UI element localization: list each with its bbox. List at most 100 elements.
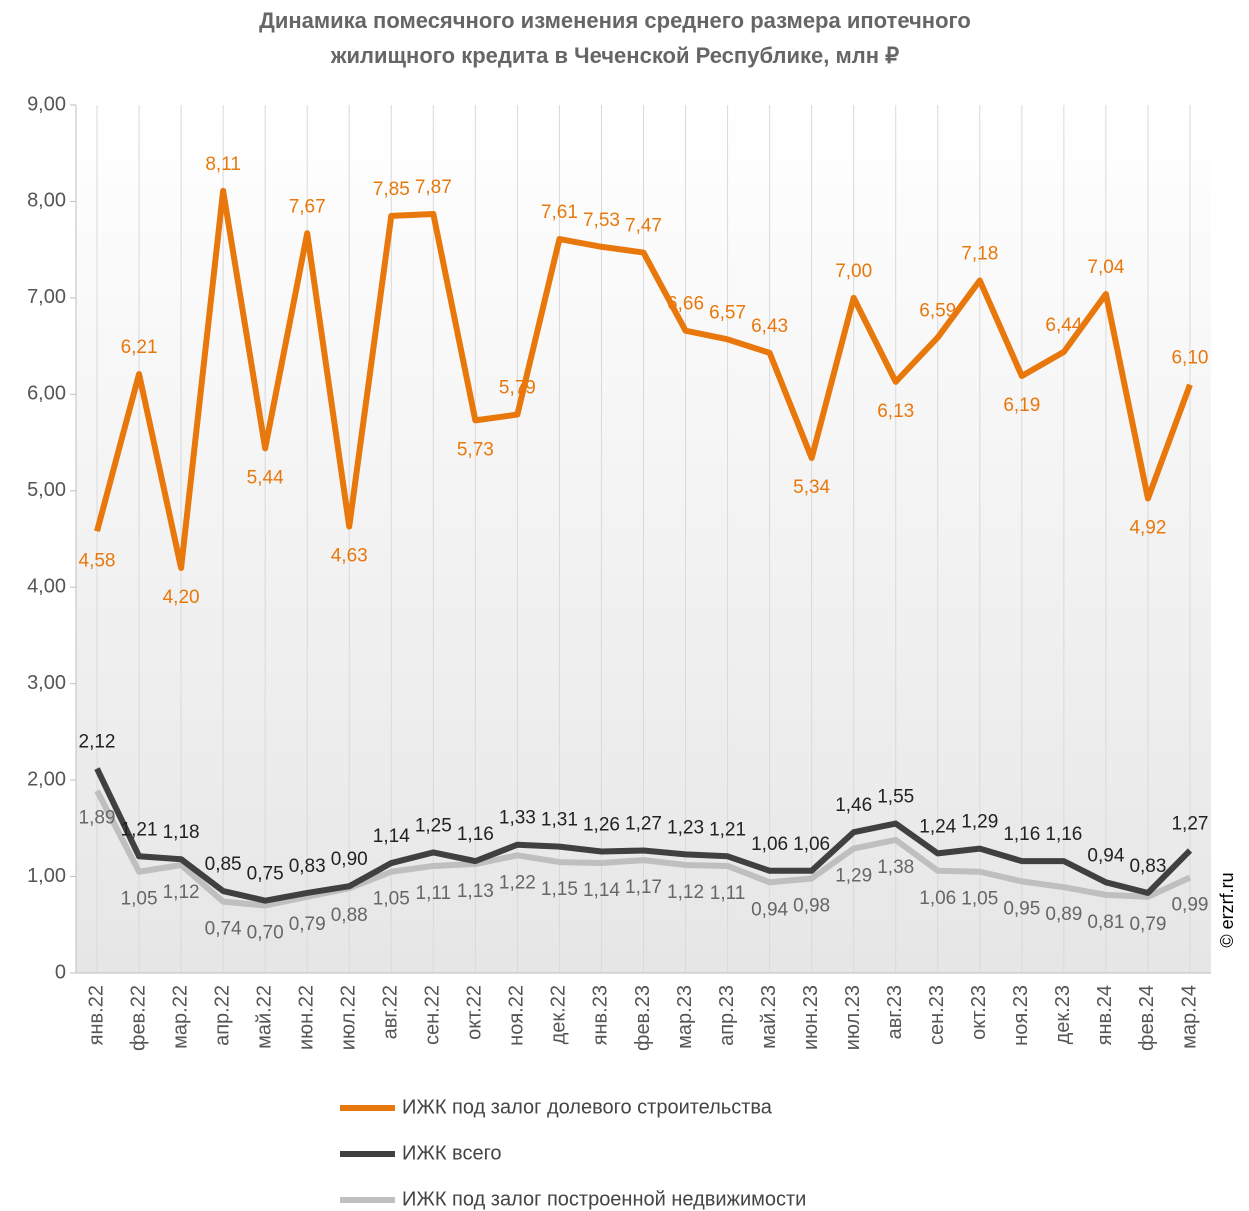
data-label: 0,94 (751, 899, 788, 920)
data-label: 1,27 (625, 814, 662, 835)
y-tick-label: 4,00 (27, 576, 66, 598)
x-tick-label: авг.22 (380, 985, 402, 1039)
data-label: 1,55 (877, 787, 914, 808)
x-tick-label: июл.22 (338, 985, 360, 1050)
x-tick-label: мар.23 (674, 985, 696, 1049)
data-label: 1,18 (163, 822, 200, 843)
y-tick-label: 7,00 (27, 286, 66, 308)
data-label: 1,29 (835, 866, 872, 887)
y-tick-label: 1,00 (27, 865, 66, 887)
x-tick-label: апр.22 (211, 985, 233, 1046)
y-tick-label: 2,00 (27, 768, 66, 790)
data-label: 1,06 (793, 834, 830, 855)
x-tick-label: янв.24 (1094, 985, 1116, 1045)
data-label: 4,20 (163, 587, 200, 608)
data-label: 1,33 (499, 808, 536, 829)
chart-title: жилищного кредита в Чеченской Республике… (330, 43, 899, 68)
legend-label: ИЖК под залог построенной недвижимости (402, 1188, 806, 1210)
data-label: 7,18 (961, 244, 998, 265)
x-tick-label: авг.23 (884, 985, 906, 1039)
data-label: 0,79 (289, 914, 326, 935)
data-label: 7,87 (415, 177, 452, 198)
data-label: 0,81 (1087, 912, 1124, 933)
data-label: 2,12 (79, 732, 116, 753)
data-label: 1,13 (457, 881, 494, 902)
data-label: 6,43 (751, 316, 788, 337)
x-tick-label: дек.23 (1052, 985, 1074, 1044)
series-line (94, 187, 1193, 571)
x-tick-label: ноя.22 (506, 985, 528, 1046)
x-tick-label: янв.23 (590, 985, 612, 1045)
x-tick-label: фев.24 (1136, 985, 1158, 1051)
y-tick-label: 9,00 (27, 93, 66, 115)
data-label: 1,06 (751, 834, 788, 855)
y-tick-label: 5,00 (27, 479, 66, 501)
data-label: 4,92 (1129, 518, 1166, 539)
x-tick-label: сен.22 (422, 985, 444, 1045)
data-label: 6,10 (1171, 348, 1208, 369)
x-tick-label: янв.22 (85, 985, 107, 1045)
data-label: 6,13 (877, 401, 914, 422)
x-tick-label: июл.23 (842, 985, 864, 1050)
data-label: 5,44 (247, 467, 284, 488)
data-label: 1,16 (457, 824, 494, 845)
data-label: 1,06 (919, 888, 956, 909)
data-label: 0,88 (331, 905, 368, 926)
x-tick-label: ноя.23 (1010, 985, 1032, 1046)
data-label: 1,17 (625, 877, 662, 898)
data-label: 1,38 (877, 857, 914, 878)
x-tick-label: июн.23 (800, 985, 822, 1050)
x-tick-label: май.22 (253, 985, 275, 1049)
data-label: 0,85 (205, 854, 242, 875)
data-label: 8,11 (205, 154, 241, 175)
data-label: 1,25 (415, 815, 452, 836)
y-tick-label: 8,00 (27, 190, 66, 212)
data-label: 1,15 (541, 879, 578, 900)
data-label: 0,83 (289, 856, 326, 877)
credit: © erzrf.ru (1217, 872, 1237, 947)
data-label: 7,04 (1087, 257, 1124, 278)
data-label: 1,16 (1003, 824, 1040, 845)
x-tick-label: май.23 (758, 985, 780, 1049)
data-label: 6,19 (1003, 395, 1040, 416)
x-tick-label: сен.23 (926, 985, 948, 1045)
data-label: 6,21 (121, 337, 158, 358)
y-tick-label: 6,00 (27, 383, 66, 405)
data-label: 1,26 (583, 814, 620, 835)
data-label: 0,90 (331, 849, 368, 870)
data-label: 0,74 (205, 919, 242, 940)
x-tick-label: дек.22 (548, 985, 570, 1044)
data-label: 4,58 (79, 550, 116, 571)
chart-title: Динамика помесячного изменения среднего … (259, 8, 971, 33)
x-tick-label: окт.22 (464, 985, 486, 1040)
data-label: 1,14 (583, 880, 620, 901)
data-label: 0,89 (1045, 904, 1082, 925)
data-label: 1,14 (373, 826, 410, 847)
legend-label: ИЖК всего (402, 1142, 502, 1164)
data-label: 4,63 (331, 545, 368, 566)
data-label: 1,29 (961, 812, 998, 833)
data-label: 0,99 (1171, 895, 1208, 916)
x-tick-label: мар.24 (1178, 985, 1200, 1049)
data-label: 1,12 (163, 882, 200, 903)
data-label: 7,67 (289, 196, 326, 217)
data-label: 7,85 (373, 179, 410, 200)
x-tick-label: мар.22 (169, 985, 191, 1049)
legend-label: ИЖК под залог долевого строительства (402, 1096, 773, 1118)
series-line (94, 767, 1193, 904)
data-label: 7,61 (541, 202, 578, 223)
data-label: 1,21 (709, 819, 746, 840)
data-label: 1,05 (121, 889, 158, 910)
x-tick-label: окт.23 (968, 985, 990, 1040)
data-label: 6,66 (667, 294, 704, 315)
data-label: 5,79 (499, 378, 536, 399)
series-line (94, 789, 1192, 909)
data-label: 6,44 (1045, 315, 1082, 336)
x-tick-label: фев.23 (632, 985, 654, 1051)
data-label: 1,21 (121, 819, 158, 840)
data-label: 0,79 (1129, 914, 1166, 935)
data-label: 0,94 (1087, 845, 1124, 866)
data-label: 1,23 (667, 817, 704, 838)
data-label: 5,73 (457, 439, 494, 460)
